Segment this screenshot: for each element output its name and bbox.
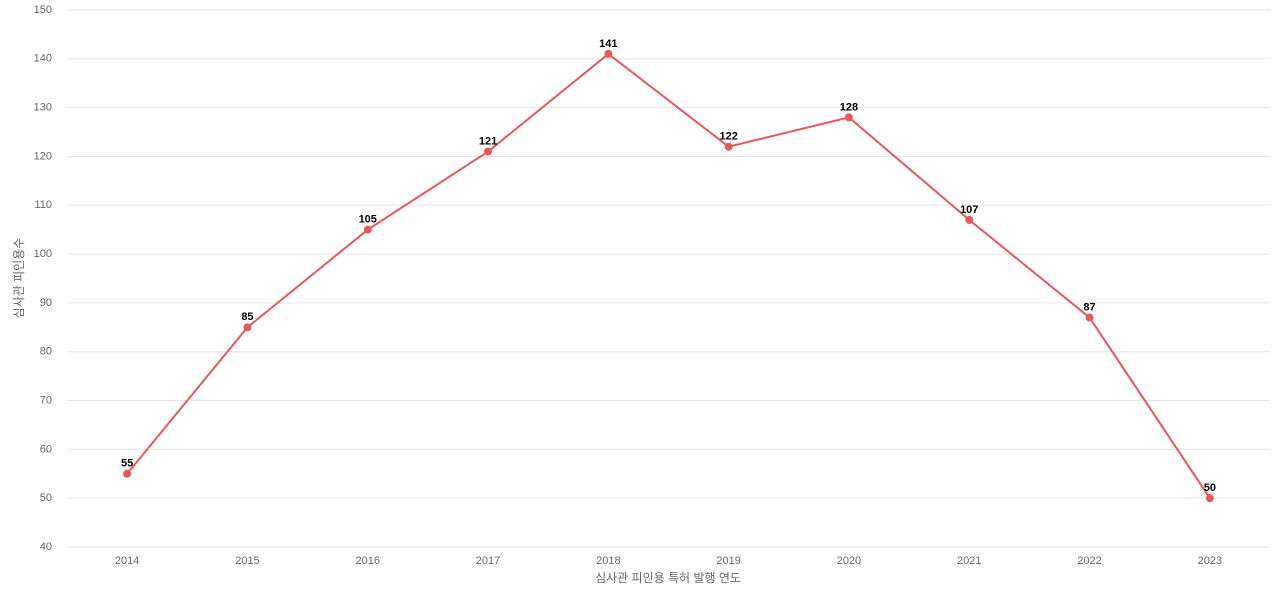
y-tick-label: 150 (34, 4, 52, 16)
x-tick-label: 2015 (235, 555, 259, 567)
y-tick-label: 130 (34, 102, 52, 114)
value-label: 128 (840, 101, 858, 113)
y-tick-label: 120 (34, 150, 52, 162)
y-tick-label: 50 (40, 492, 52, 504)
value-label: 87 (1083, 301, 1095, 313)
y-axis-label: 심사관 피인용수 (12, 238, 26, 319)
x-axis-label: 심사관 피인용 특허 발행 연도 (595, 570, 741, 585)
y-tick-label: 90 (40, 297, 52, 309)
x-tick-label: 2018 (596, 555, 620, 567)
x-tick-label: 2014 (115, 555, 139, 567)
point (604, 49, 613, 58)
point (965, 215, 974, 224)
y-tick-label: 40 (40, 541, 52, 553)
x-tick-label: 2019 (716, 555, 740, 567)
value-label: 85 (241, 311, 253, 323)
point (484, 147, 493, 156)
y-tick-label: 110 (34, 199, 52, 211)
y-tick-label: 60 (40, 443, 52, 455)
line (126, 52, 1211, 499)
x-tick-label: 2020 (837, 555, 861, 567)
y-tick-label: 100 (34, 248, 52, 260)
x-tick-label: 2021 (957, 555, 981, 567)
y-tick-label: 80 (40, 346, 52, 358)
y-tick-label: 70 (40, 394, 52, 406)
x-tick-label: 2022 (1077, 555, 1101, 567)
point (363, 225, 372, 234)
point (844, 113, 853, 122)
value-label: 50 (1204, 482, 1216, 494)
value-label: 105 (359, 214, 377, 226)
x-tick-label: 2017 (476, 555, 500, 567)
value-label: 141 (599, 38, 617, 50)
point (724, 142, 733, 151)
point (1085, 313, 1094, 322)
point (1205, 494, 1214, 503)
x-tick-label: 2016 (356, 555, 380, 567)
x-tick-label: 2023 (1198, 555, 1222, 567)
value-label: 55 (121, 458, 133, 470)
point (243, 323, 252, 332)
value-label: 121 (479, 135, 497, 147)
point (123, 469, 132, 478)
value-label: 107 (960, 204, 978, 216)
y-tick-label: 140 (34, 53, 52, 65)
value-label: 122 (719, 131, 737, 143)
